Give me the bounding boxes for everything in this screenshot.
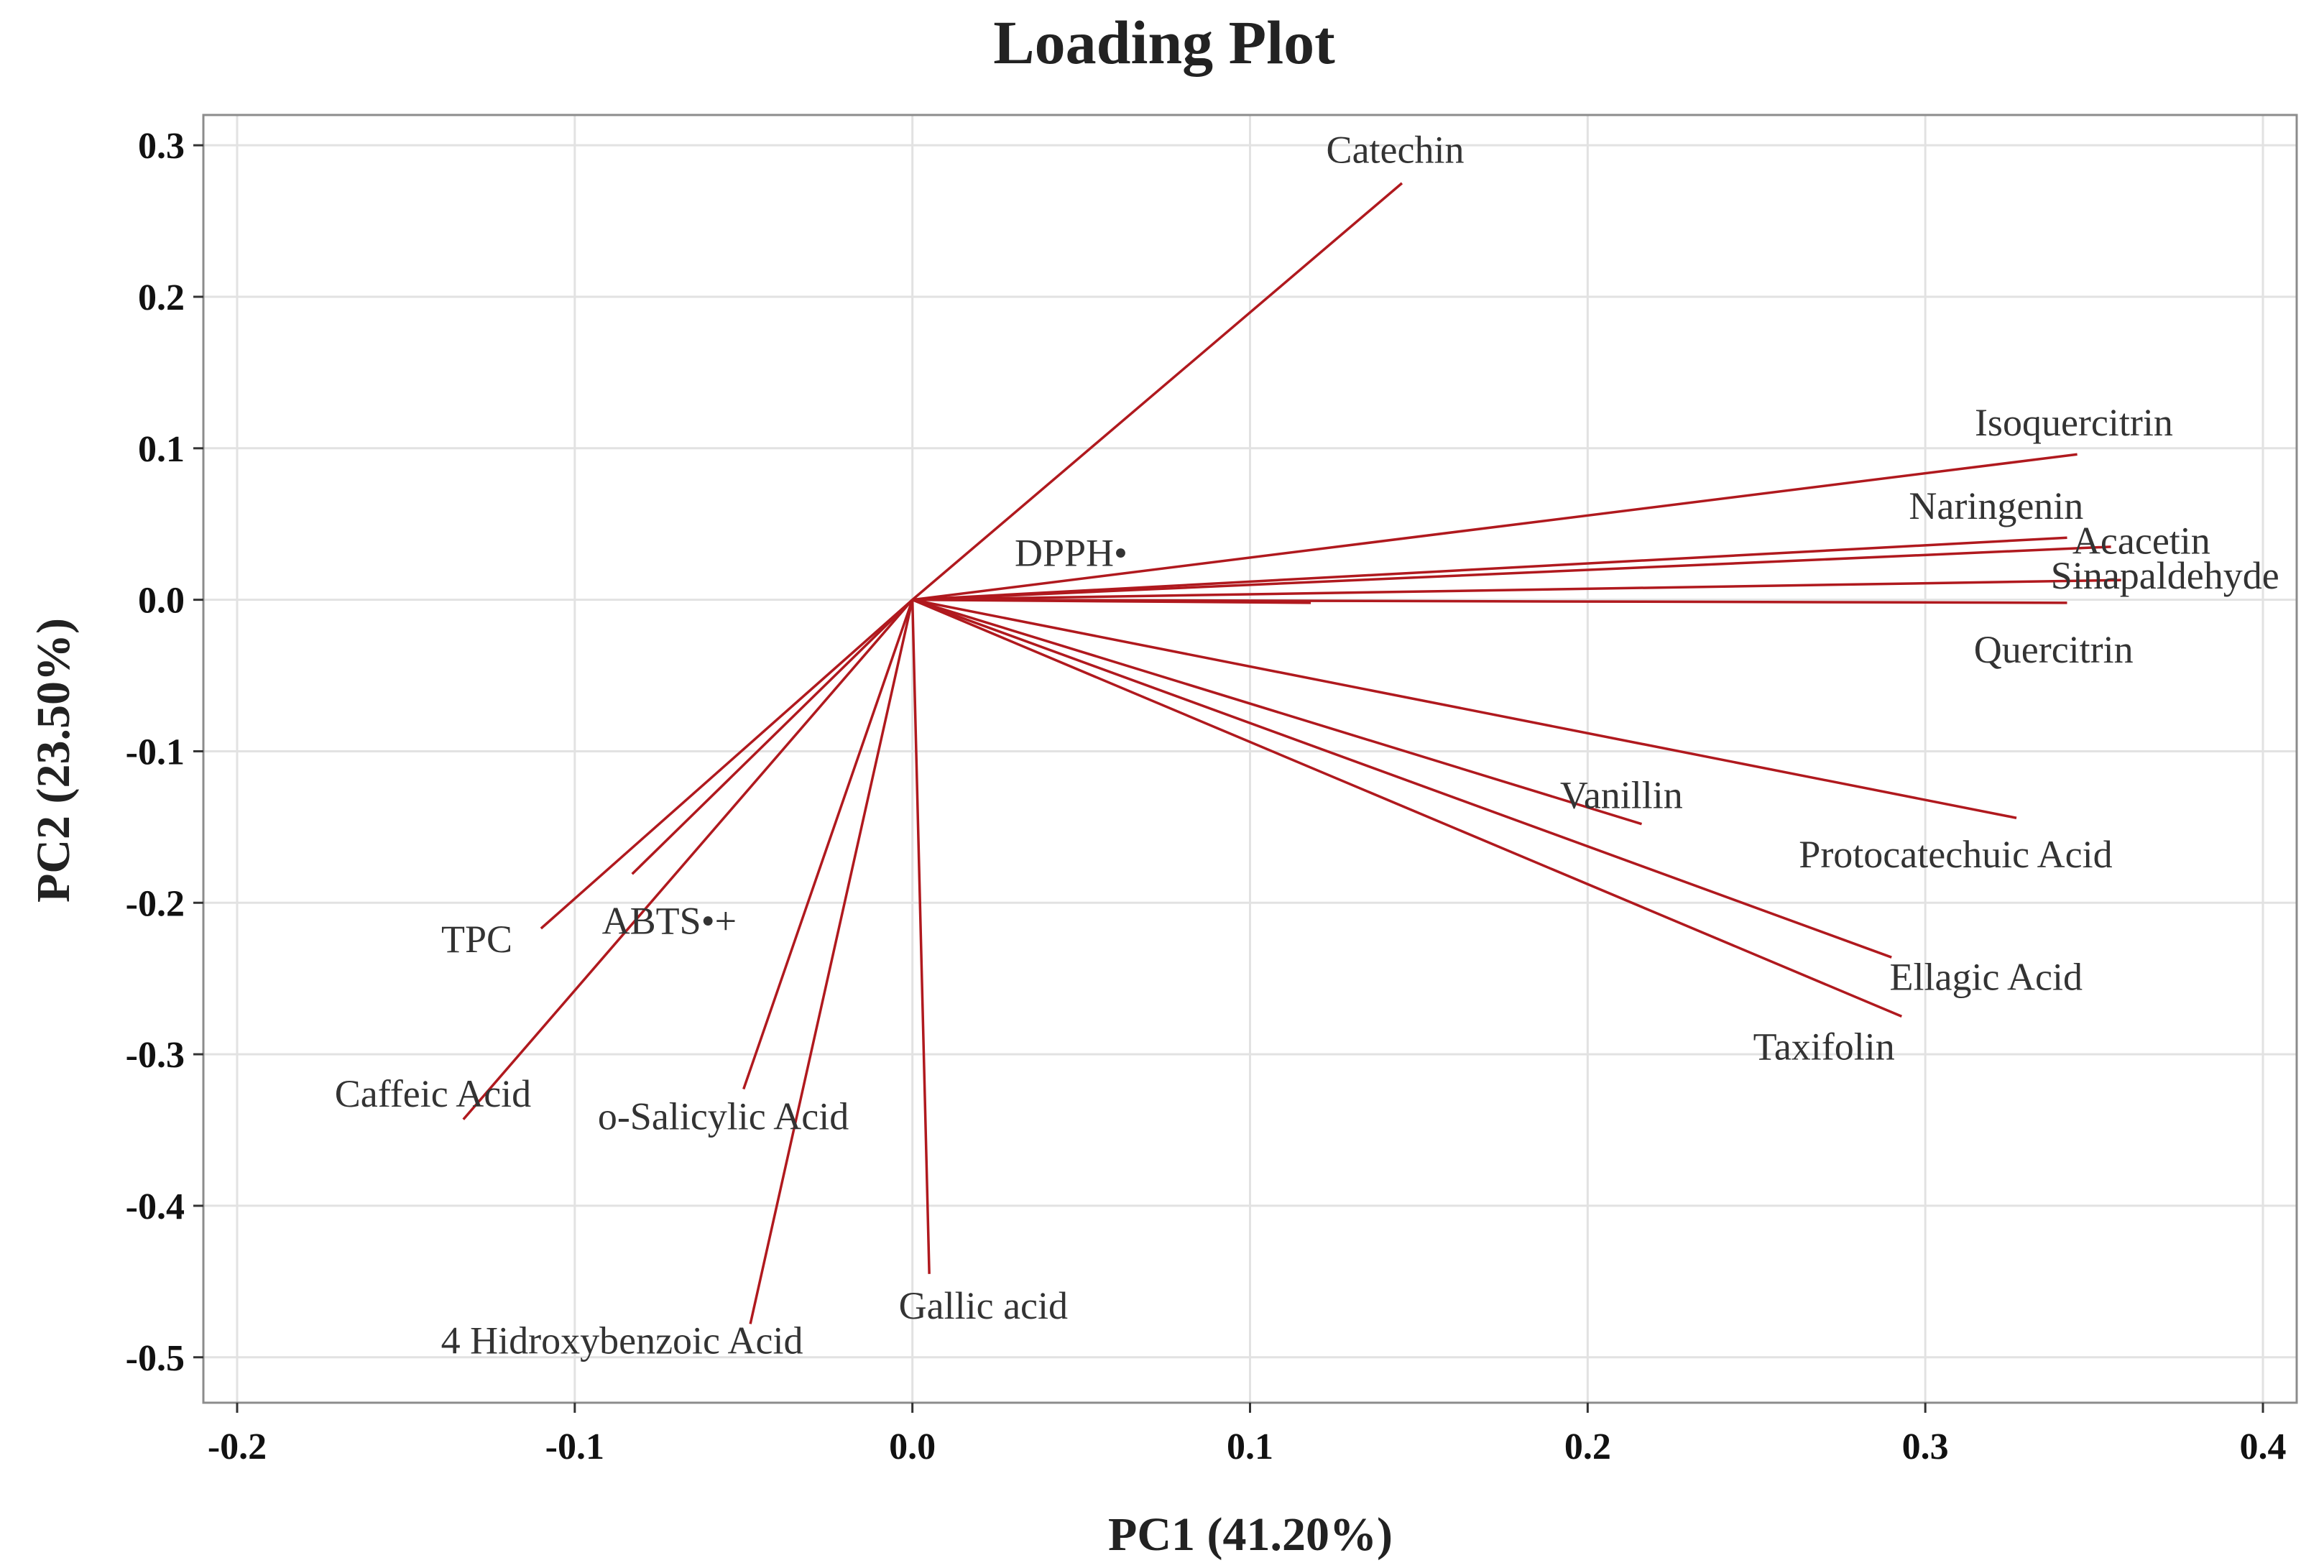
vector-ellagic-acid <box>912 598 1892 959</box>
loading-vectors <box>462 182 2121 1324</box>
vector-gallic-acid <box>910 599 931 1274</box>
x-tick-label: -0.1 <box>545 1426 604 1467</box>
label-o-salicylic-acid: o-Salicylic Acid <box>598 1095 849 1138</box>
x-tick-label: 0.3 <box>1902 1426 1949 1467</box>
y-tick-label: -0.2 <box>126 883 185 924</box>
label-catechin: Catechin <box>1327 128 1465 171</box>
y-tick-label: 0.2 <box>138 277 185 318</box>
variable-labels: Catechin Isoquercitrin NaringeninAcacetinS… <box>335 128 2279 1362</box>
vector-abts <box>631 599 913 875</box>
x-tick-label: 0.2 <box>1564 1426 1611 1467</box>
y-tick-label: -0.5 <box>126 1338 185 1379</box>
x-axis-title: PC1 (41.20%) <box>1108 1508 1393 1561</box>
vector-4-hidroxybenzoic-acid <box>749 599 914 1324</box>
y-tick-label: -0.1 <box>126 732 185 773</box>
y-tick-label: -0.4 <box>126 1186 185 1227</box>
label-tpc: TPC <box>441 918 512 961</box>
label-quercitrin: Quercitrin <box>1974 628 2134 671</box>
label-dpph: DPPH• <box>1015 531 1128 574</box>
label-isoquercitrin: Isoquercitrin <box>1975 401 2173 444</box>
chart-title: Loading Plot <box>993 8 1335 77</box>
label-protocatechuic-acid: Protocatechuic Acid <box>1799 833 2112 876</box>
vector-acacetin <box>912 545 2111 601</box>
label-abts: ABTS•+ <box>602 900 737 943</box>
label-taxifolin: Taxifolin <box>1753 1025 1895 1069</box>
label-gallic-acid: Gallic acid <box>899 1284 1068 1327</box>
y-tick-label: -0.3 <box>126 1035 185 1076</box>
vector-protocatechuic-acid <box>912 598 2017 819</box>
vector-catechin <box>911 182 1403 601</box>
label-sinapaldehyde: Sinapaldehyde <box>2051 554 2279 597</box>
x-tick-label: 0.0 <box>889 1426 936 1467</box>
vector-o-salicylic-acid <box>742 599 914 1090</box>
vector-isoquercitrin <box>912 453 2078 601</box>
vector-taxifolin <box>911 599 1902 1018</box>
label-ellagic-acid: Ellagic Acid <box>1890 956 2083 999</box>
x-tick-label: 0.1 <box>1227 1426 1273 1467</box>
vector-sinapaldehyde <box>912 578 2121 601</box>
vector-naringenin <box>912 536 2067 601</box>
vector-dpph <box>912 598 1311 604</box>
x-axis-ticks: -0.2 -0.1 0.0 0.1 0.2 0.3 0.4 <box>208 1403 2287 1467</box>
y-tick-label: 0.3 <box>138 126 185 167</box>
label-naringenin: Naringenin <box>1909 484 2083 527</box>
grid-lines <box>203 115 2297 1403</box>
x-tick-label: -0.2 <box>208 1426 267 1467</box>
x-tick-label: 0.4 <box>2240 1426 2287 1467</box>
y-tick-label: 0.0 <box>138 581 185 622</box>
label-vanillin: Vanillin <box>1560 774 1683 817</box>
vector-tpc <box>540 599 913 930</box>
y-axis-ticks: 0.3 0.2 0.1 0.0 -0.1 -0.2 -0.3 -0.4 -0.5 <box>126 126 203 1379</box>
y-tick-label: 0.1 <box>138 429 185 470</box>
label-4-hidroxybenzoic-acid: 4 Hidroxybenzoic Acid <box>441 1319 803 1362</box>
label-caffeic-acid: Caffeic Acid <box>335 1072 531 1115</box>
y-axis-title: PC2 (23.50%) <box>27 618 80 903</box>
vector-caffeic-acid <box>462 599 913 1120</box>
vector-vanillin <box>912 598 1643 826</box>
label-acacetin: Acacetin <box>2072 519 2210 562</box>
